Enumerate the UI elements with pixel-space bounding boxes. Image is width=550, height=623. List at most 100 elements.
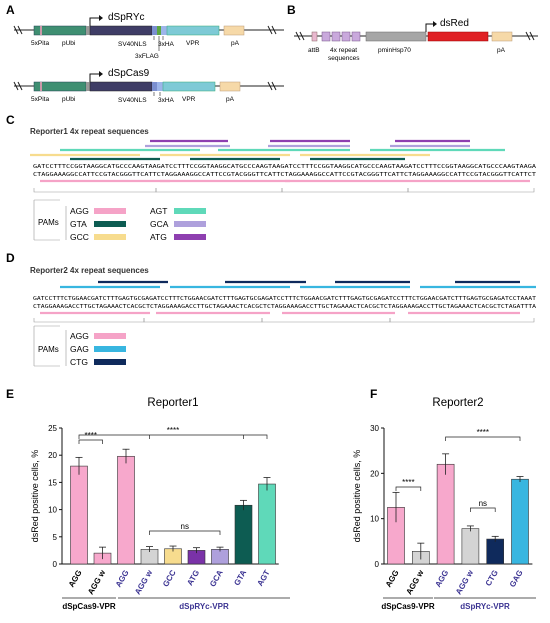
bar <box>486 538 505 565</box>
vpr-block <box>166 25 220 36</box>
x-tick-label: AGG w <box>133 568 155 596</box>
group-label: dSpRYc-VPR <box>179 602 229 611</box>
pam-legend-swatch <box>94 359 126 365</box>
pa-label: pA <box>231 40 240 47</box>
panel-label-a: A <box>6 3 15 17</box>
dspcas9-block <box>89 81 153 92</box>
panel-label-f: F <box>370 387 377 401</box>
repeat-bracket <box>407 188 535 193</box>
pita-marker <box>40 26 42 35</box>
break-mark-icon <box>525 31 535 41</box>
repeat-brackets <box>33 188 535 193</box>
significance-bracket <box>78 434 268 439</box>
break-mark-icon <box>267 81 277 91</box>
pam-legend-2: PAMs AGG GAG CTG <box>33 325 126 367</box>
x-tick-label: AGG <box>384 569 401 589</box>
dspryc-block <box>89 25 153 36</box>
pam-legend-label: GCA <box>150 219 169 229</box>
x-tick-label: GCA <box>208 568 225 588</box>
pam-legend-swatch <box>94 234 126 240</box>
pam-legend-1: PAMs AGG GTA GCC AGT GCA ATG <box>33 199 206 242</box>
x-tick-label: AGG <box>114 569 131 589</box>
spacer-block <box>86 82 90 91</box>
x-tick-label: AGG w <box>454 568 476 596</box>
pam-legend-label: ATG <box>150 232 167 242</box>
pubi-label: pUbi <box>62 40 75 47</box>
attb-label: attB <box>308 47 320 54</box>
pam-guides-above <box>30 139 505 161</box>
pa-label: pA <box>226 96 235 103</box>
repeat-block <box>331 31 341 42</box>
pam-legend-swatch <box>174 208 206 214</box>
x-tick-label: AGG <box>433 569 450 589</box>
bar <box>117 455 135 565</box>
bar <box>511 478 529 565</box>
y-tick-label: 5 <box>53 533 58 542</box>
significance-label: **** <box>477 428 489 437</box>
flag-label: 3xFLAG <box>135 53 159 60</box>
pams-label: PAMs <box>38 218 59 227</box>
x-tick-label: AGT <box>255 568 271 587</box>
group-label: dSpCas9-VPR <box>381 602 435 611</box>
pam-legend-swatch <box>94 346 126 352</box>
reporter2-top-strand: GATCCTTTCTGGAACGATCTTTGAGTGCGAGATCCTTTCT… <box>33 296 537 302</box>
x-tick-label: AGG w <box>86 568 108 596</box>
group-label: dSpRYc-VPR <box>460 602 510 611</box>
pam-legend-swatch <box>174 234 206 240</box>
nls-block <box>152 26 157 35</box>
pita-marker <box>40 82 42 91</box>
reporter-construct: dsRed attB 4x repeat sequences pminHsp70… <box>294 18 538 62</box>
dsred-label: dsRed <box>440 18 469 29</box>
vpr-label: VPR <box>186 40 200 47</box>
repeat-bracket <box>33 188 157 193</box>
y-axis-label: dsRed positive cells, % <box>30 450 40 543</box>
repeat-label-1: 4x repeat <box>330 47 357 54</box>
repeat-bracket <box>389 318 535 323</box>
significance-label: ns <box>181 522 189 531</box>
break-mark-icon <box>13 81 23 91</box>
pa-block <box>219 81 241 92</box>
construct-dspcas9: dSpCas9 5xPita pUbi SV40NLS 3xHA VPR pA <box>13 68 284 104</box>
reporter2-bottom-strand: CTAGGAAAGACCTTGCTAGAAACTCACGCTCTAGGAAAGA… <box>33 304 537 310</box>
repeat-label-2: sequences <box>328 55 360 62</box>
pam-legend-label: AGG <box>70 206 89 216</box>
repeat-bracket <box>261 318 391 323</box>
dsred-block <box>427 31 489 42</box>
significance-bracket <box>445 436 521 441</box>
vpr-block <box>162 81 216 92</box>
nls-block <box>152 82 157 91</box>
ha-block <box>157 82 163 91</box>
y-tick-label: 25 <box>48 424 57 433</box>
dspryc-label: dSpRYc <box>108 12 145 23</box>
x-tick-label: GTA <box>232 568 248 587</box>
x-tick-label: GCC <box>161 568 178 588</box>
y-tick-label: 10 <box>370 515 379 524</box>
bar <box>211 549 229 565</box>
chart-f: Reporter2 0 10 20 30 dsRed positive cells, % A… <box>352 397 536 611</box>
y-tick-label: 0 <box>53 560 58 569</box>
chart-e: Reporter1 0 5 10 15 20 25 dsRed positive cells,… <box>30 397 290 611</box>
pam-legend-label: GAG <box>70 344 89 354</box>
repeat-bracket <box>281 188 409 193</box>
repeat-bracket <box>155 188 283 193</box>
ha-block <box>161 26 167 35</box>
bar <box>70 465 88 565</box>
panel-label-c: C <box>6 113 15 127</box>
pa-block <box>491 31 513 42</box>
x-tick-label: AGG <box>67 569 84 589</box>
pam-legend-swatch <box>94 333 126 339</box>
panel-label-b: B <box>287 3 296 17</box>
significance-bracket <box>78 439 103 444</box>
repeat-block <box>321 31 331 42</box>
pam-legend-label: GTA <box>70 219 87 229</box>
pita-label: 5xPita <box>31 40 49 47</box>
pam-guides-above <box>60 280 536 289</box>
y-tick-label: 10 <box>48 506 57 515</box>
repeat-block <box>351 31 361 42</box>
dspcas9-label: dSpCas9 <box>108 68 150 79</box>
group-label: dSpCas9-VPR <box>62 602 116 611</box>
promoter-arrow-icon <box>433 21 437 27</box>
break-mark-icon <box>13 25 23 35</box>
bar <box>234 504 253 565</box>
spacer-block <box>86 26 90 35</box>
